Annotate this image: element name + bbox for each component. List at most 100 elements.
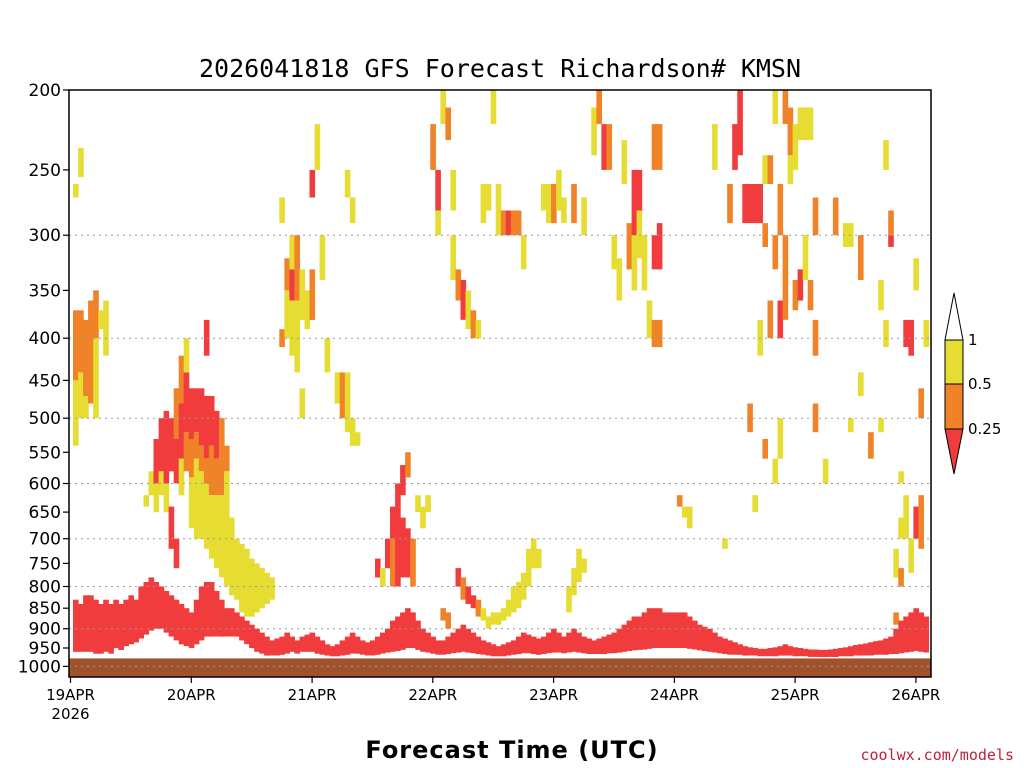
heatmap-cell (576, 632, 582, 653)
heatmap-cell (400, 612, 406, 650)
heatmap-cell (656, 608, 663, 648)
heatmap-cell (762, 155, 768, 184)
heatmap-cell (556, 169, 562, 211)
heatmap-cell (757, 184, 763, 224)
heatmap-cell (470, 632, 477, 654)
heatmap-cell (153, 439, 160, 484)
heatmap-cell (178, 604, 185, 645)
heatmap-cell (324, 644, 331, 656)
heatmap-cell (712, 124, 718, 170)
heatmap-cell (868, 642, 874, 656)
credit-link[interactable]: coolwx.com/models (860, 746, 1014, 764)
heatmap-cell (636, 169, 643, 211)
heatmap-cell (767, 155, 774, 184)
heatmap-cell (712, 632, 718, 653)
heatmap-cell (883, 638, 889, 655)
heatmap-cell (435, 169, 441, 211)
heatmap-cell (198, 586, 205, 641)
heatmap-cell (178, 458, 185, 496)
heatmap-cell (546, 632, 552, 654)
heatmap-cell (219, 418, 225, 459)
heatmap-cell (530, 538, 537, 569)
heatmap-cell (752, 184, 758, 224)
heatmap-cell (500, 210, 507, 236)
heatmap-cell (420, 506, 426, 529)
heatmap-cell (395, 616, 401, 651)
heatmap-cell (380, 568, 386, 587)
heatmap-cell (797, 107, 804, 141)
heatmap-cell (168, 595, 175, 637)
heatmap-cell (178, 403, 185, 459)
y-tick-label: 300 (29, 226, 61, 246)
heatmap-cell (364, 642, 371, 656)
heatmap-cell (450, 169, 456, 211)
heatmap-cell (203, 582, 210, 637)
heatmap-cell (747, 647, 753, 656)
heatmap-cell (440, 608, 446, 621)
heatmap-cell (213, 590, 220, 637)
heatmap-cell (440, 640, 446, 655)
heatmap-cell (244, 548, 250, 617)
heatmap-cell (163, 410, 170, 484)
heatmap-cell (702, 626, 708, 652)
heatmap-cell (646, 300, 653, 339)
heatmap-cell (339, 640, 346, 656)
heatmap-cell (913, 258, 919, 291)
y-tick-label: 800 (29, 578, 61, 598)
heatmap-cell (294, 235, 300, 301)
x-tick-label: 24APR (650, 686, 699, 704)
heatmap-cell (772, 235, 779, 270)
heatmap-cell (611, 235, 618, 270)
heatmap-cell (259, 568, 265, 609)
heatmap-cell (812, 649, 819, 657)
heatmap-cell (903, 319, 909, 348)
heatmap-cell (898, 471, 904, 484)
heatmap-cell (264, 636, 270, 656)
heatmap-cell (224, 445, 230, 472)
heatmap-cell (908, 612, 914, 652)
heatmap-cell (581, 197, 587, 236)
heatmap-cell (455, 269, 462, 301)
heatmap-cell (219, 495, 225, 578)
colorbar-label-1: 1 (968, 331, 978, 349)
heatmap-cell (475, 599, 482, 617)
heatmap-cell (923, 616, 930, 653)
heatmap-cell (812, 197, 819, 236)
heatmap-cell (651, 319, 658, 348)
heatmap-cell (842, 647, 849, 657)
heatmap-cell (183, 338, 190, 373)
heatmap-cell (868, 432, 874, 459)
heatmap-cell (777, 300, 784, 339)
heatmap-cell (188, 612, 195, 648)
heatmap-cell (405, 528, 411, 578)
heatmap-cell (898, 620, 904, 654)
heatmap-cell (571, 628, 577, 652)
heatmap-cell (792, 280, 799, 311)
y-tick-label: 250 (29, 161, 61, 181)
heatmap-cell (858, 372, 864, 396)
heatmap-cell (747, 403, 753, 433)
heatmap-cell (561, 636, 567, 654)
heatmap-cell (309, 632, 316, 652)
heatmap-cell (405, 608, 411, 648)
heatmap-cell (848, 646, 854, 657)
chart-title: 2026041818 GFS Forecast Richardson# KMSN (199, 54, 801, 83)
y-tick-label: 650 (29, 503, 61, 523)
heatmap-cell (641, 612, 648, 650)
heatmap-cell (888, 235, 894, 247)
heatmap-cell (777, 418, 784, 459)
heatmap-cell (173, 538, 180, 569)
y-tick-label: 950 (29, 639, 61, 659)
heatmap-cell (299, 636, 306, 652)
heatmap-cell (520, 235, 527, 270)
heatmap-cell (349, 632, 356, 654)
heatmap-cell (239, 616, 245, 641)
heatmap-cell (73, 380, 79, 446)
heatmap-cell (898, 568, 904, 587)
heatmap-cell (520, 572, 527, 600)
heatmap-cell (656, 124, 663, 170)
heatmap-cell (410, 538, 416, 587)
heatmap-cell (203, 458, 210, 484)
heatmap-cell (153, 582, 160, 629)
